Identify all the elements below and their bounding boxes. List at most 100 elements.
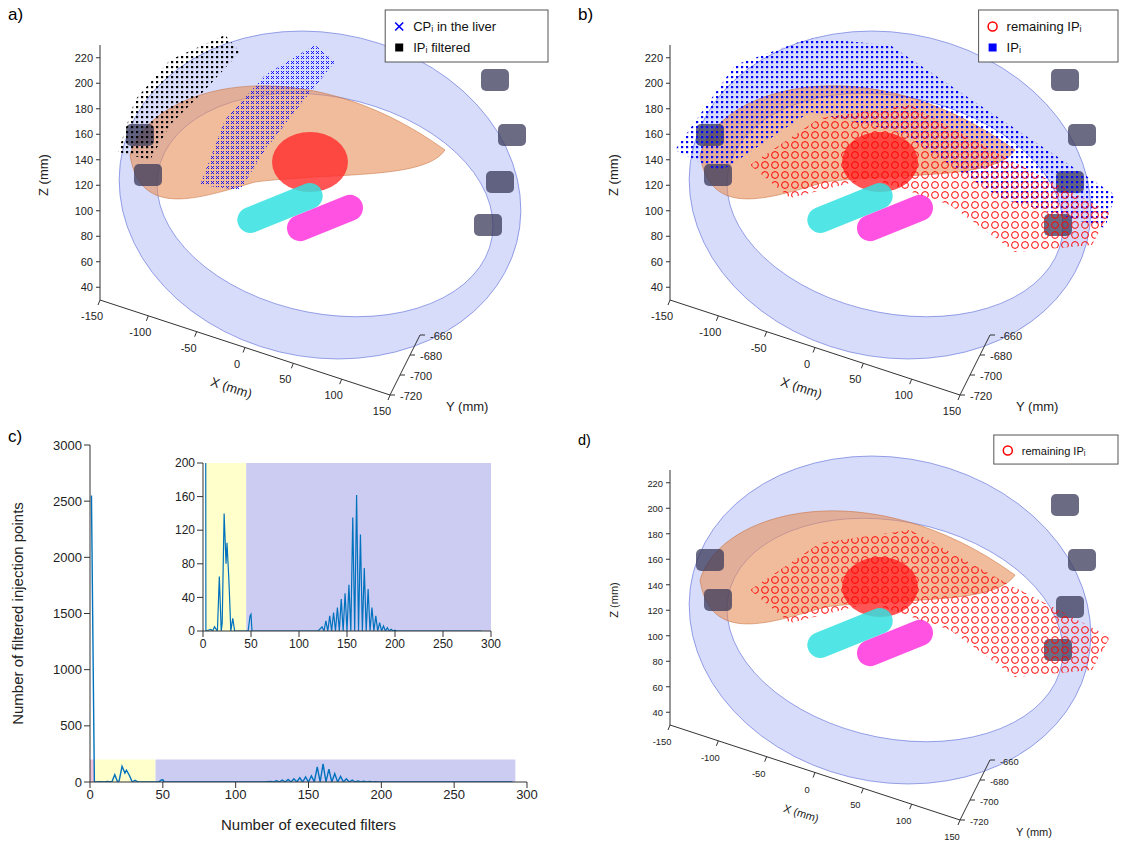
- svg-text:-100: -100: [699, 326, 721, 338]
- svg-text:200: 200: [385, 637, 405, 651]
- svg-text:-150: -150: [651, 310, 673, 322]
- svg-text:-700: -700: [980, 797, 999, 807]
- svg-text:160: 160: [75, 128, 93, 140]
- svg-text:150: 150: [943, 405, 961, 417]
- svg-text:Number of executed filters: Number of executed filters: [221, 816, 396, 833]
- svg-text:-680: -680: [990, 777, 1009, 787]
- svg-text:Z (mm): Z (mm): [608, 582, 620, 618]
- svg-text:0: 0: [200, 637, 207, 651]
- svg-text:40: 40: [653, 708, 663, 718]
- svg-text:-720: -720: [970, 390, 992, 402]
- svg-text:140: 140: [75, 154, 93, 166]
- svg-text:-100: -100: [129, 326, 151, 338]
- svg-text:300: 300: [481, 637, 501, 651]
- svg-text:50: 50: [850, 800, 860, 810]
- svg-text:3000: 3000: [53, 438, 82, 453]
- svg-text:0: 0: [188, 624, 195, 638]
- svg-text:remaining IPᵢ: remaining IPᵢ: [1022, 445, 1086, 457]
- svg-text:CPᵢ in the liver: CPᵢ in the liver: [413, 19, 497, 34]
- svg-text:120: 120: [75, 179, 93, 191]
- svg-text:100: 100: [647, 632, 663, 642]
- svg-text:80: 80: [653, 657, 663, 667]
- svg-text:220: 220: [647, 479, 663, 489]
- svg-text:300: 300: [516, 787, 538, 802]
- svg-text:X (mm): X (mm): [209, 374, 254, 401]
- svg-text:50: 50: [156, 787, 170, 802]
- svg-text:100: 100: [225, 787, 247, 802]
- svg-text:-660: -660: [430, 330, 452, 342]
- svg-text:100: 100: [324, 389, 342, 401]
- svg-text:IPᵢ filtered: IPᵢ filtered: [413, 40, 470, 55]
- svg-text:180: 180: [645, 103, 663, 115]
- svg-text:2000: 2000: [53, 550, 82, 565]
- svg-text:60: 60: [81, 256, 93, 268]
- svg-text:120: 120: [647, 606, 663, 616]
- svg-text:80: 80: [182, 557, 196, 571]
- svg-text:500: 500: [60, 718, 82, 733]
- svg-text:-720: -720: [970, 817, 989, 827]
- svg-text:150: 150: [373, 405, 391, 417]
- svg-text:-50: -50: [751, 342, 767, 354]
- svg-text:0: 0: [804, 358, 810, 370]
- svg-text:-150: -150: [653, 737, 672, 747]
- svg-text:200: 200: [370, 787, 392, 802]
- svg-text:remaining IPᵢ: remaining IPᵢ: [1007, 19, 1082, 34]
- svg-text:IPᵢ: IPᵢ: [1007, 40, 1021, 55]
- svg-text:100: 100: [896, 816, 912, 826]
- svg-text:200: 200: [75, 77, 93, 89]
- svg-text:2500: 2500: [53, 494, 82, 509]
- svg-text:200: 200: [175, 456, 195, 470]
- svg-text:1000: 1000: [53, 662, 82, 677]
- svg-text:40: 40: [651, 281, 663, 293]
- svg-text:220: 220: [645, 52, 663, 64]
- svg-text:-680: -680: [990, 350, 1012, 362]
- svg-text:Y (mm): Y (mm): [1016, 826, 1052, 838]
- svg-text:Y (mm): Y (mm): [446, 399, 488, 414]
- svg-text:150: 150: [337, 637, 357, 651]
- svg-text:Z (mm): Z (mm): [36, 154, 51, 196]
- svg-text:-50: -50: [752, 769, 766, 779]
- svg-text:100: 100: [645, 205, 663, 217]
- svg-text:d): d): [578, 432, 591, 448]
- svg-text:220: 220: [75, 52, 93, 64]
- svg-text:160: 160: [645, 128, 663, 140]
- svg-text:b): b): [578, 5, 593, 24]
- svg-text:X (mm): X (mm): [782, 802, 820, 825]
- svg-text:250: 250: [443, 787, 465, 802]
- svg-text:-680: -680: [420, 350, 442, 362]
- svg-text:-50: -50: [181, 342, 197, 354]
- svg-text:0: 0: [234, 358, 240, 370]
- svg-text:40: 40: [182, 591, 196, 605]
- svg-text:X (mm): X (mm): [779, 374, 824, 401]
- svg-text:120: 120: [645, 179, 663, 191]
- svg-text:60: 60: [653, 683, 663, 693]
- svg-text:140: 140: [645, 154, 663, 166]
- svg-text:-660: -660: [1000, 330, 1022, 342]
- svg-text:-720: -720: [400, 390, 422, 402]
- svg-text:250: 250: [433, 637, 453, 651]
- svg-text:150: 150: [944, 832, 960, 842]
- svg-text:100: 100: [289, 637, 309, 651]
- svg-text:-660: -660: [1000, 757, 1019, 767]
- svg-text:0: 0: [75, 775, 82, 790]
- svg-text:80: 80: [81, 230, 93, 242]
- svg-text:0: 0: [804, 785, 809, 795]
- svg-text:-150: -150: [81, 310, 103, 322]
- svg-text:200: 200: [647, 504, 663, 514]
- svg-text:120: 120: [175, 523, 195, 537]
- svg-text:100: 100: [894, 389, 912, 401]
- svg-text:a): a): [8, 5, 23, 24]
- svg-text:160: 160: [647, 555, 663, 565]
- svg-text:50: 50: [849, 373, 861, 385]
- svg-text:140: 140: [647, 581, 663, 591]
- svg-text:Z (mm): Z (mm): [606, 154, 621, 196]
- svg-text:50: 50: [244, 637, 258, 651]
- svg-text:50: 50: [279, 373, 291, 385]
- svg-text:-700: -700: [980, 370, 1002, 382]
- svg-text:1500: 1500: [53, 606, 82, 621]
- svg-text:180: 180: [647, 530, 663, 540]
- svg-text:150: 150: [298, 787, 320, 802]
- svg-text:40: 40: [81, 281, 93, 293]
- svg-text:-700: -700: [410, 370, 432, 382]
- svg-text:100: 100: [75, 205, 93, 217]
